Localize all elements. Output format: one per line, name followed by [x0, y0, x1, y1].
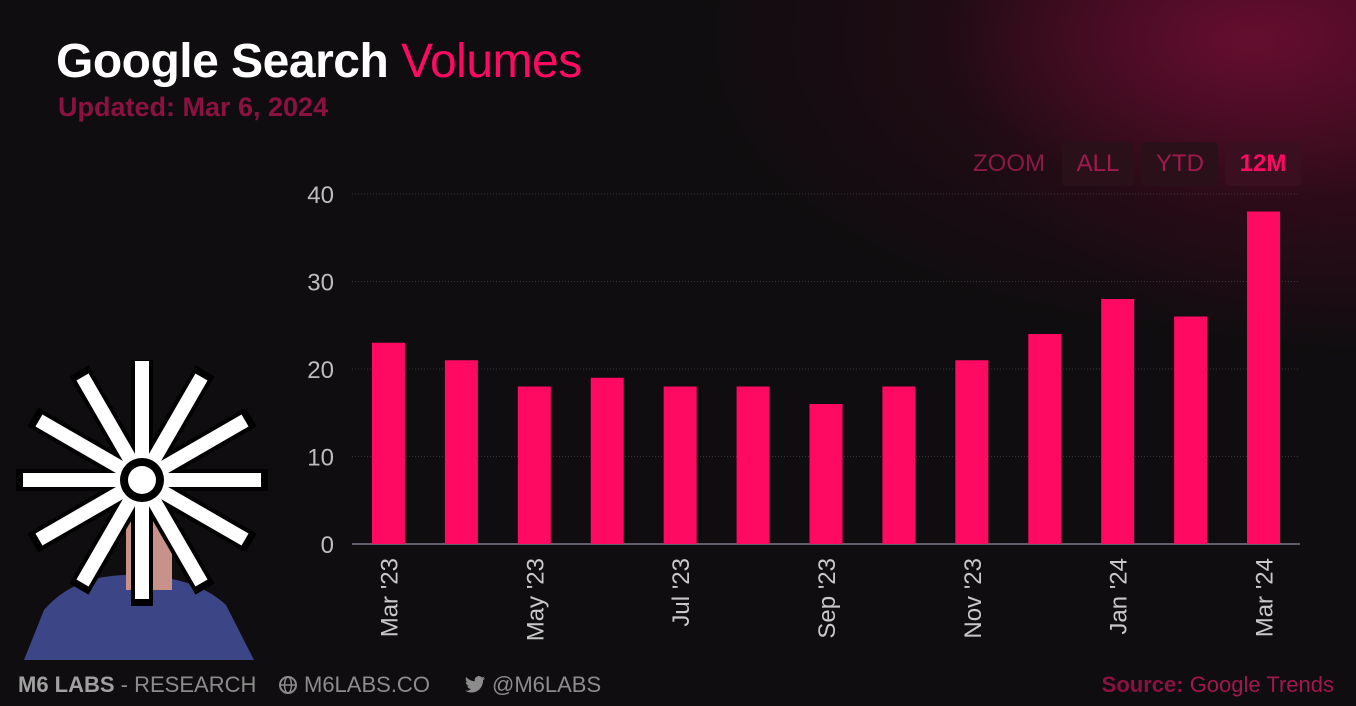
y-tick-label: 0	[321, 532, 334, 559]
bar	[809, 404, 843, 544]
star-logo-icon	[16, 360, 268, 606]
bar	[1028, 334, 1062, 544]
bar	[1247, 211, 1281, 544]
bar	[663, 386, 697, 544]
zoom-label: ZOOM	[973, 150, 1045, 177]
bar	[517, 386, 551, 544]
y-tick-label: 30	[307, 270, 334, 297]
bar	[1174, 316, 1208, 544]
bar	[444, 360, 478, 544]
y-tick-label: 40	[307, 182, 334, 209]
website-text: M6LABS.CO	[304, 672, 430, 697]
bar	[1101, 299, 1135, 544]
y-tick-label: 20	[307, 357, 334, 384]
zoom-ytd-button[interactable]: YTD	[1142, 142, 1218, 186]
x-tick-label: Sep '23	[814, 558, 841, 639]
page-title: Google Search Volumes	[56, 34, 582, 89]
bar	[955, 360, 989, 544]
bar	[736, 386, 770, 544]
globe-icon	[279, 676, 297, 694]
zoom-12m-button[interactable]: 12M	[1225, 142, 1301, 186]
footer-source: Source: Google Trends	[1101, 672, 1334, 697]
twitter-bird-icon	[464, 676, 486, 693]
bar	[371, 342, 405, 544]
x-tick-label: Mar '24	[1252, 558, 1279, 637]
twitter-handle: @M6LABS	[492, 672, 602, 697]
x-tick-label: Nov '23	[960, 558, 987, 639]
bar	[882, 386, 916, 544]
zoom-all-button[interactable]: ALL	[1062, 142, 1134, 186]
footer-website[interactable]: M6LABS.CO	[278, 672, 430, 698]
avatar	[16, 360, 268, 660]
x-tick-label: May '23	[522, 558, 549, 641]
x-tick-label: Jul '23	[668, 558, 695, 627]
x-tick-label: Mar '23	[376, 558, 403, 637]
footer-brand: M6 LABS - RESEARCH	[18, 672, 257, 697]
title-accent: Volumes	[401, 35, 582, 88]
updated-date: Updated: Mar 6, 2024	[58, 92, 329, 122]
bar	[590, 377, 624, 544]
y-tick-label: 10	[307, 445, 334, 472]
x-tick-label: Jan '24	[1106, 558, 1133, 635]
footer-twitter[interactable]: @M6LABS	[464, 672, 601, 698]
avatar-shirt	[24, 575, 254, 660]
title-main: Google Search	[56, 35, 389, 88]
